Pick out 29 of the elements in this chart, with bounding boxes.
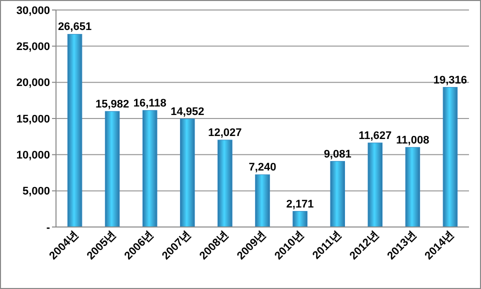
bar [330,161,345,228]
bar [405,147,420,228]
bar [368,142,383,228]
y-tick-label: 10,000 [16,150,50,162]
data-label: 16,118 [133,97,166,110]
bar [442,87,458,228]
bar [255,174,270,228]
data-label: 26,651 [58,21,92,34]
data-label: 9,081 [324,148,352,160]
y-tick-label: 25,000 [16,41,50,54]
data-label: 19,316 [433,74,468,86]
y-tick-label: 15,000 [16,113,50,126]
y-tick-label: - [46,222,50,234]
data-label: 11,627 [358,130,392,142]
bar [104,111,120,228]
data-label: 11,008 [396,134,430,146]
bar [67,34,82,228]
y-tick-label: 5,000 [22,186,50,198]
data-label: 15,982 [95,98,130,110]
bar [218,140,232,228]
data-label: 7,240 [248,162,276,174]
y-tick-label: 30,000 [16,4,50,17]
data-label: 14,952 [170,106,204,118]
bar [292,211,308,228]
bar [180,118,195,228]
y-tick-label: 20,000 [16,77,50,90]
bar [142,110,158,228]
data-label: 12,027 [208,127,242,140]
data-label: 2,171 [286,198,314,210]
